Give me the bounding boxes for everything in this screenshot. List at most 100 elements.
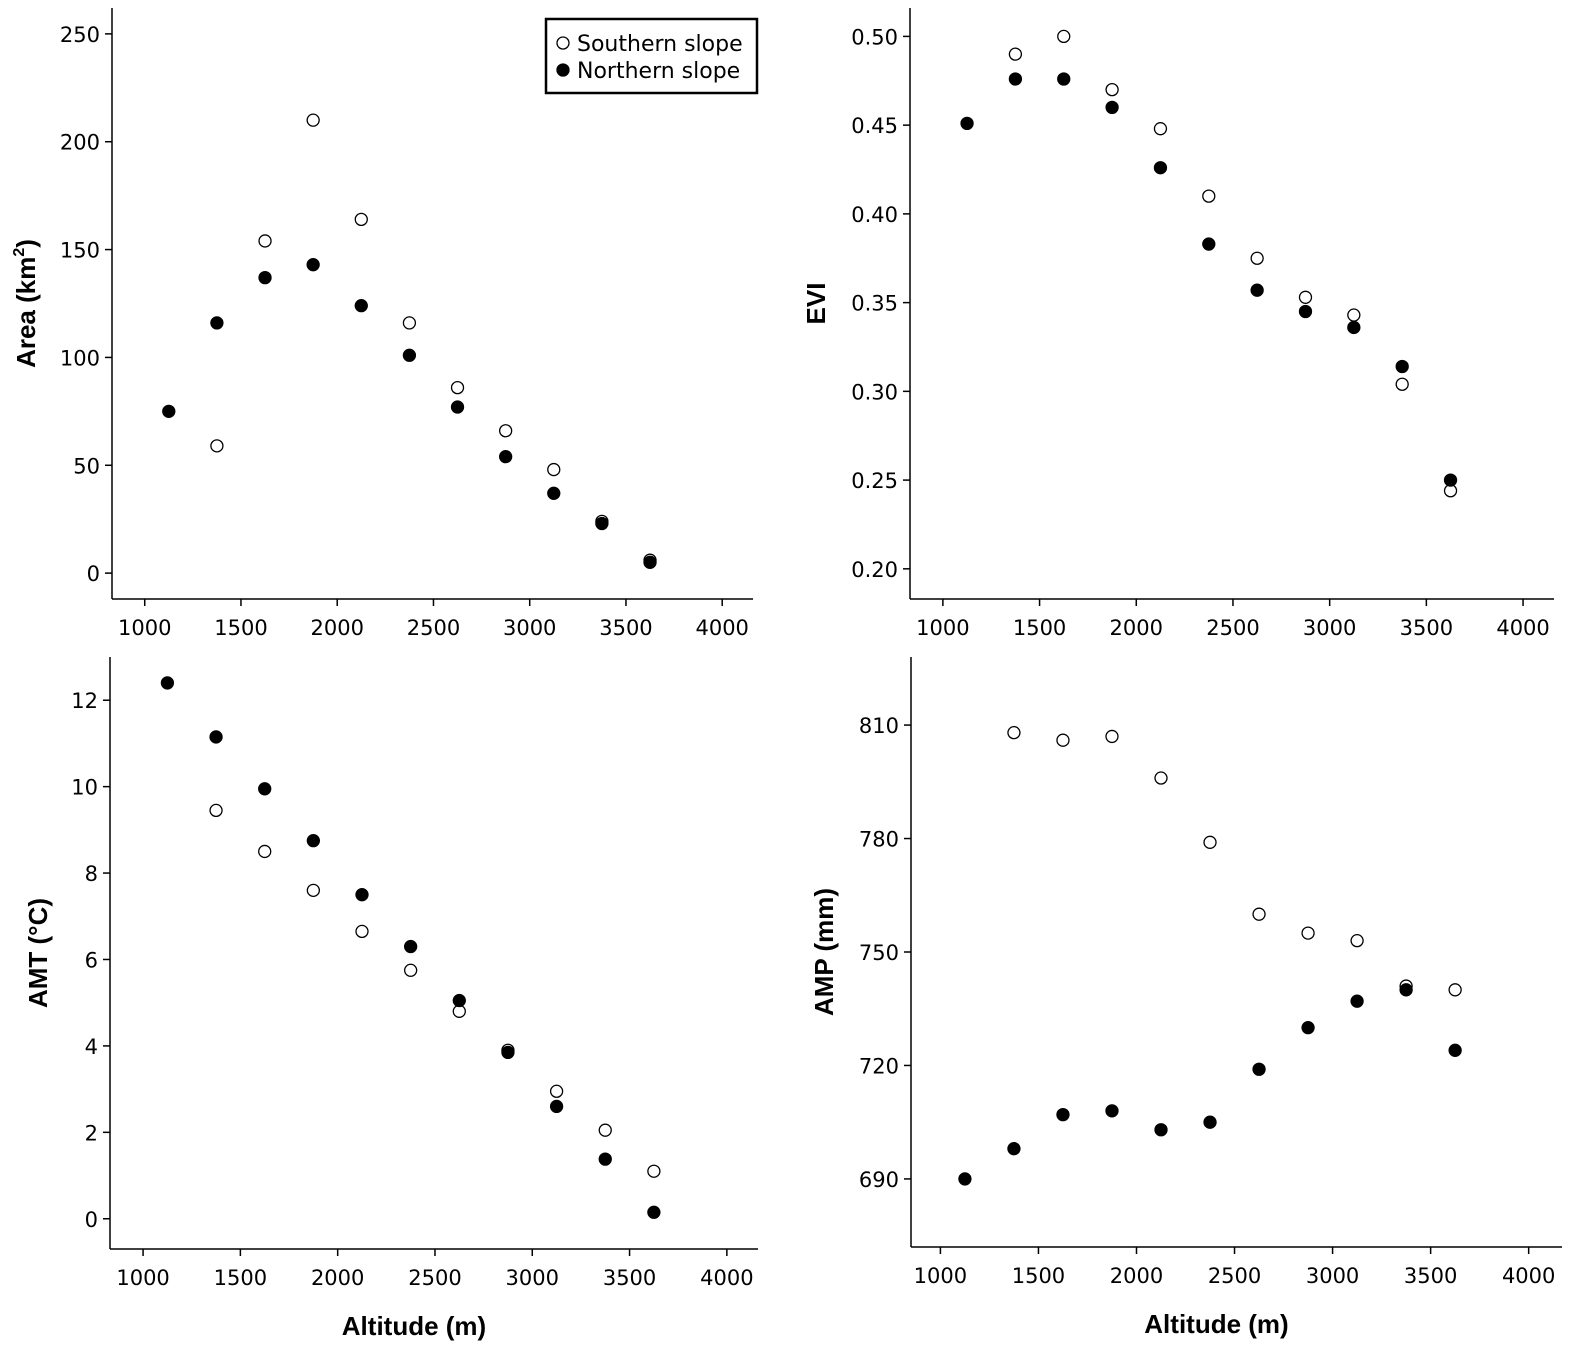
x-tick-label: 1500	[214, 616, 267, 640]
southern-point	[1056, 733, 1070, 747]
y-tick-label: 0	[85, 1208, 98, 1232]
legend-box	[544, 17, 759, 95]
y-tick-label: 0.50	[851, 25, 898, 49]
northern-point	[355, 888, 369, 902]
y-tick-label: 50	[73, 454, 100, 478]
y-tick-label: 250	[60, 23, 100, 47]
x-tick-label: 1000	[914, 1264, 967, 1288]
x-axis-title: Altitude (m)	[342, 1311, 486, 1341]
southern-point	[647, 1164, 661, 1178]
northern-point	[1202, 237, 1216, 251]
southern-point	[547, 462, 561, 477]
northern-point	[1007, 1142, 1021, 1156]
northern-point	[306, 258, 320, 272]
northern-point	[1057, 72, 1071, 86]
northern-point	[210, 316, 224, 330]
x-tick-label: 2000	[311, 1266, 364, 1290]
x-tick-label: 3500	[599, 616, 652, 640]
northern-point	[403, 939, 418, 954]
southern-point	[1250, 251, 1264, 265]
northern-point	[1153, 161, 1168, 175]
northern-point	[402, 348, 417, 362]
northern-point	[209, 730, 223, 744]
southern-point	[498, 424, 513, 438]
northern-point	[450, 400, 465, 414]
panel-area: 1000 1500 2000 2500 3000 3500 4000 0 50 100 150 200…	[11, 8, 759, 640]
southern-point	[1154, 771, 1168, 785]
x-tick-label: 1000	[116, 1266, 169, 1290]
southern-point	[402, 316, 417, 330]
x-axis-title: Altitude (m)	[1144, 1309, 1288, 1339]
y-tick-label: 0.30	[851, 380, 898, 404]
southern-point	[1203, 835, 1217, 849]
southern-point	[355, 924, 369, 939]
northern-point	[162, 404, 176, 418]
x-tick-label: 2500	[1208, 1264, 1261, 1288]
y-tick-label: 0.35	[851, 292, 898, 316]
northern-point	[595, 516, 609, 531]
southern-point	[549, 1084, 564, 1098]
y-tick-label: 12	[71, 689, 98, 713]
southern-point	[1007, 725, 1021, 740]
southern-point	[1448, 983, 1462, 997]
northern-point	[598, 1152, 612, 1166]
x-tick-label: 3000	[506, 1266, 559, 1290]
northern-point	[258, 270, 272, 285]
y-axis-title: EVI	[801, 283, 831, 325]
x-tick-label: 2000	[1110, 616, 1163, 640]
southern-point	[1105, 729, 1119, 744]
southern-point	[1057, 29, 1071, 44]
southern-point	[209, 803, 223, 818]
x-tick-label: 1000	[916, 616, 969, 640]
y-tick-label: 810	[859, 714, 899, 738]
northern-point	[1301, 1020, 1315, 1035]
northern-point	[643, 555, 657, 569]
x-tick-label: 1000	[118, 616, 171, 640]
x-tick-label: 3000	[1306, 1264, 1359, 1288]
southern-point	[1350, 934, 1364, 948]
y-tick-label: 0.20	[851, 558, 898, 582]
southern-point	[450, 380, 465, 395]
y-axis-title: Area (km2)	[11, 239, 41, 368]
legend-label: Northern slope	[577, 59, 740, 84]
northern-point	[452, 993, 466, 1008]
southern-point	[354, 212, 368, 227]
northern-point	[547, 486, 561, 500]
x-tick-label: 3500	[1404, 1264, 1457, 1288]
legend-marker-northern	[556, 63, 570, 77]
northern-point	[1298, 304, 1313, 319]
northern-point	[1448, 1043, 1462, 1057]
northern-point	[1347, 320, 1361, 335]
northern-point	[1105, 1104, 1119, 1118]
y-tick-label: 2	[85, 1121, 98, 1145]
y-tick-label: 100	[60, 346, 100, 370]
northern-point	[647, 1205, 661, 1219]
x-tick-label: 3000	[1303, 616, 1356, 640]
northern-point	[1203, 1115, 1217, 1129]
southern-point	[258, 844, 272, 859]
legend-label: Southern slope	[577, 32, 743, 57]
northern-point	[1252, 1062, 1266, 1076]
southern-point	[1202, 189, 1216, 203]
x-tick-label: 2500	[408, 1266, 461, 1290]
northern-point	[1399, 983, 1413, 997]
southern-point	[1153, 122, 1168, 136]
y-tick-label: 0.45	[851, 114, 898, 138]
legend-marker-southern	[556, 36, 570, 50]
southern-point	[1105, 82, 1119, 97]
y-tick-label: 780	[859, 828, 899, 852]
southern-point	[1301, 926, 1315, 940]
northern-point	[160, 676, 175, 690]
panel-amp: 1000 1500 2000 2500 3000 3500 4000 690 720 750 780…	[809, 657, 1562, 1339]
y-tick-label: 4	[85, 1035, 98, 1059]
x-tick-label: 4000	[1502, 1264, 1555, 1288]
y-tick-label: 690	[859, 1168, 899, 1192]
northern-point	[1154, 1123, 1168, 1137]
x-tick-label: 3500	[603, 1266, 656, 1290]
y-tick-label: 8	[85, 862, 98, 886]
y-tick-label: 720	[859, 1054, 899, 1078]
x-tick-label: 2000	[310, 616, 363, 640]
y-tick-label: 0.40	[851, 203, 898, 227]
